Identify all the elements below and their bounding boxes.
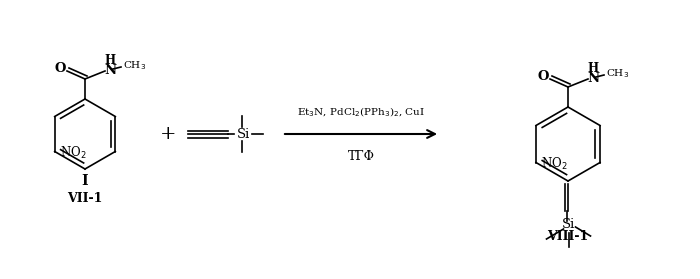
Text: NO$_2$: NO$_2$: [541, 155, 568, 172]
Text: O: O: [55, 62, 66, 76]
Text: ТГΦ: ТГΦ: [347, 150, 374, 162]
Text: Et$_3$N, PdCl$_2$(PPh$_3$)$_2$, CuI: Et$_3$N, PdCl$_2$(PPh$_3$)$_2$, CuI: [297, 105, 425, 119]
Text: +: +: [160, 125, 176, 143]
Text: N: N: [587, 71, 599, 85]
Text: NO$_2$: NO$_2$: [60, 145, 86, 160]
Text: VII-1: VII-1: [67, 193, 103, 206]
Text: H: H: [104, 54, 116, 66]
Text: Si: Si: [562, 218, 575, 232]
Text: O: O: [538, 71, 549, 83]
Text: I: I: [82, 174, 88, 188]
Text: H: H: [587, 61, 598, 74]
Text: CH$_3$: CH$_3$: [123, 60, 146, 72]
Text: VIII-1: VIII-1: [547, 230, 589, 242]
Text: CH$_3$: CH$_3$: [606, 68, 629, 80]
Text: Si: Si: [237, 128, 250, 141]
Text: N: N: [104, 64, 116, 76]
